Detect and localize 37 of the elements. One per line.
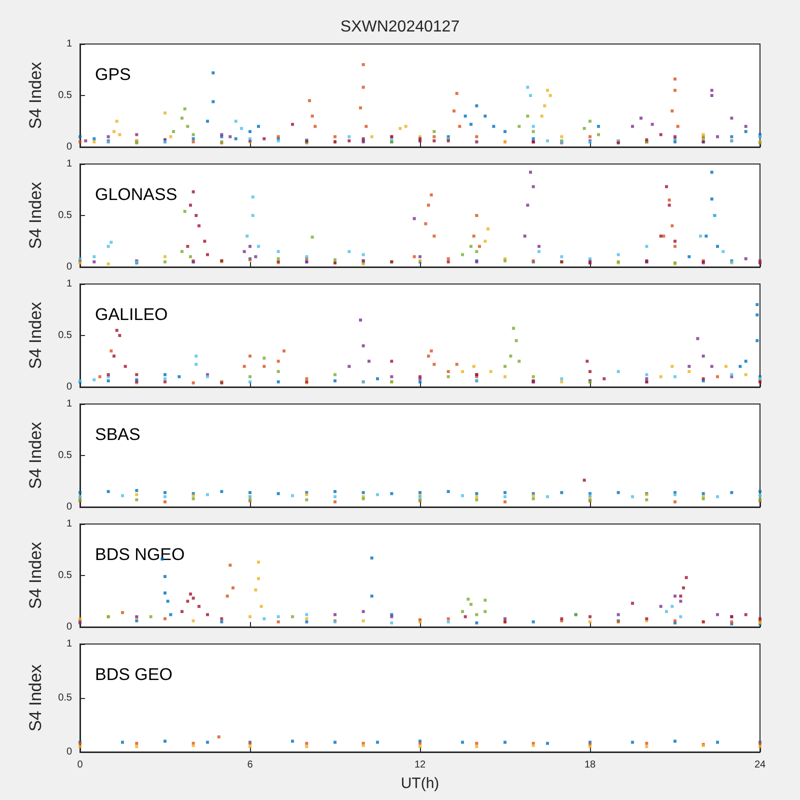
annotation: GALILEO	[95, 305, 168, 324]
annotation: GLONASS	[95, 185, 178, 204]
y-tick-label: 0	[66, 622, 72, 632]
y-tick-label: 0.5	[58, 692, 72, 704]
y-tick-label: 0	[66, 746, 72, 758]
annotation: BDS GEO	[95, 665, 172, 684]
y-tick-label: 0.5	[58, 210, 72, 221]
x-tick-label: 18	[584, 760, 596, 770]
chart-title: SXWN20240127	[340, 18, 460, 36]
y-tick-label: 0.5	[58, 330, 72, 341]
annotation: SBAS	[95, 425, 140, 444]
y-tick-label: 1	[66, 158, 72, 170]
annotation: GPS	[95, 65, 131, 84]
annotation: BDS NGEO	[95, 545, 185, 564]
y-tick-label: 0.5	[58, 450, 72, 461]
x-tick-label: 0	[77, 760, 84, 770]
y-tick-label: 1	[66, 38, 72, 50]
x-axis-title: UT(h)	[400, 775, 440, 792]
y-axis-title: S4 Index	[26, 181, 45, 250]
y-axis-title: S4 Index	[26, 61, 45, 130]
y-axis-title: S4 Index	[26, 421, 45, 490]
y-tick-label: 1	[66, 518, 72, 530]
y-axis-title: S4 Index	[26, 541, 45, 610]
y-tick-label: 0	[66, 382, 72, 392]
y-tick-label: 0	[66, 142, 72, 152]
y-tick-label: 0	[66, 262, 72, 272]
x-tick-label: 6	[247, 760, 254, 770]
y-tick-label: 1	[66, 638, 72, 650]
y-tick-label: 0	[66, 502, 72, 512]
y-axis-title: S4 Index	[26, 664, 45, 732]
y-tick-label: 0.5	[58, 90, 72, 101]
y-tick-label: 1	[66, 278, 72, 290]
x-tick-label: 24	[754, 760, 766, 770]
x-tick-label: 12	[414, 760, 426, 770]
y-tick-label: 1	[66, 398, 72, 410]
y-tick-label: 0.5	[58, 570, 72, 581]
y-axis-title: S4 Index	[26, 301, 45, 370]
